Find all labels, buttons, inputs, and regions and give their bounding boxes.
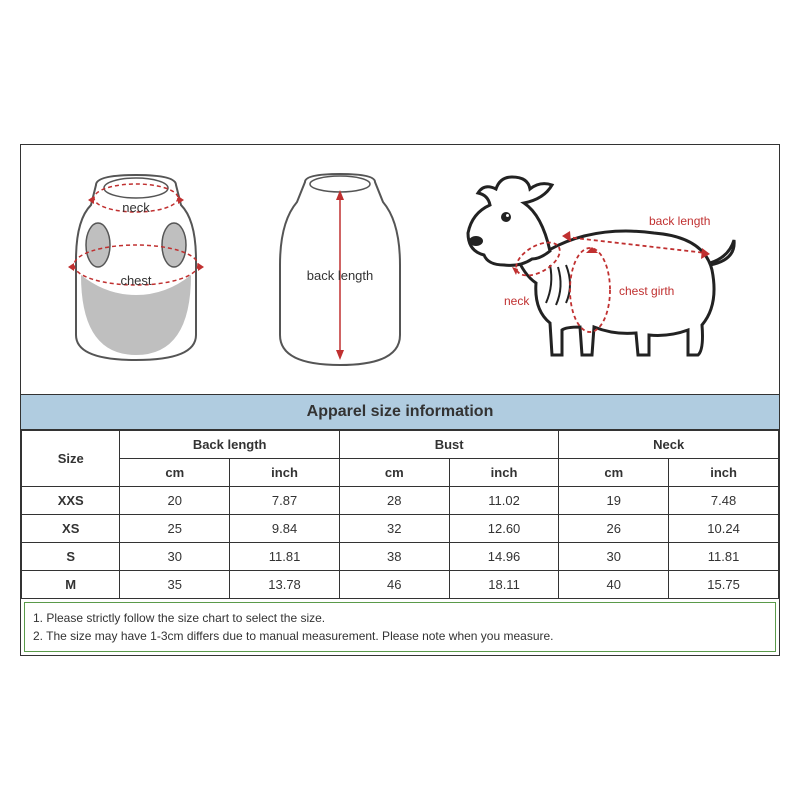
vest-chest-label: chest (120, 273, 151, 288)
value-cell: 9.84 (230, 515, 340, 543)
table-header-row-2: cm inch cm inch cm inch (22, 459, 779, 487)
table-row: M3513.784618.114015.75 (22, 571, 779, 599)
value-cell: 18.11 (449, 571, 559, 599)
value-cell: 14.96 (449, 543, 559, 571)
sub-header-0: cm (120, 459, 230, 487)
sub-header-5: inch (669, 459, 779, 487)
group-header-1: Bust (339, 431, 559, 459)
value-cell: 13.78 (230, 571, 340, 599)
value-cell: 40 (559, 571, 669, 599)
dog-neck-label: neck (504, 294, 530, 308)
value-cell: 19 (559, 487, 669, 515)
dog-diagram: neck back length chest girth (454, 155, 754, 385)
group-header-0: Back length (120, 431, 340, 459)
size-table: Size Back length Bust Neck cm inch cm in… (21, 430, 779, 599)
notes-box: 1. Please strictly follow the size chart… (24, 602, 776, 652)
value-cell: 38 (339, 543, 449, 571)
sub-header-4: cm (559, 459, 669, 487)
dog-chest-label: chest girth (619, 284, 674, 298)
table-header-row-1: Size Back length Bust Neck (22, 431, 779, 459)
value-cell: 32 (339, 515, 449, 543)
size-cell: S (22, 543, 120, 571)
size-cell: M (22, 571, 120, 599)
value-cell: 46 (339, 571, 449, 599)
value-cell: 12.60 (449, 515, 559, 543)
value-cell: 25 (120, 515, 230, 543)
value-cell: 11.81 (669, 543, 779, 571)
dog-back-label: back length (649, 214, 710, 228)
value-cell: 28 (339, 487, 449, 515)
size-chart: neck chest back length (20, 144, 780, 656)
sub-header-2: cm (339, 459, 449, 487)
table-row: S3011.813814.963011.81 (22, 543, 779, 571)
value-cell: 15.75 (669, 571, 779, 599)
vest-back-diagram: back length (255, 160, 425, 380)
note-2: 2. The size may have 1-3cm differs due t… (33, 627, 767, 645)
value-cell: 20 (120, 487, 230, 515)
value-cell: 30 (559, 543, 669, 571)
table-row: XXS207.872811.02197.48 (22, 487, 779, 515)
diagram-area: neck chest back length (21, 145, 779, 395)
value-cell: 11.02 (449, 487, 559, 515)
value-cell: 35 (120, 571, 230, 599)
back-length-label: back length (307, 268, 374, 283)
value-cell: 26 (559, 515, 669, 543)
note-1: 1. Please strictly follow the size chart… (33, 609, 767, 627)
vest-neck-label: neck (122, 200, 150, 215)
value-cell: 30 (120, 543, 230, 571)
size-header: Size (22, 431, 120, 487)
value-cell: 7.48 (669, 487, 779, 515)
sub-header-1: inch (230, 459, 340, 487)
sub-header-3: inch (449, 459, 559, 487)
group-header-2: Neck (559, 431, 779, 459)
value-cell: 7.87 (230, 487, 340, 515)
value-cell: 11.81 (230, 543, 340, 571)
vest-front-diagram: neck chest (46, 160, 226, 380)
chart-title: Apparel size information (21, 395, 779, 430)
table-row: XS259.843212.602610.24 (22, 515, 779, 543)
value-cell: 10.24 (669, 515, 779, 543)
size-cell: XS (22, 515, 120, 543)
size-cell: XXS (22, 487, 120, 515)
